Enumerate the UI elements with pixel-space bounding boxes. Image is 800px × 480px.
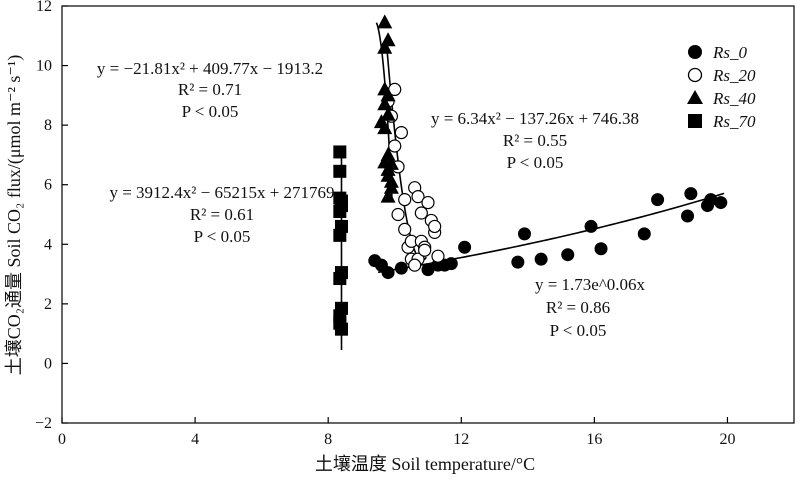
- y-tick-label: 10: [36, 58, 52, 75]
- data-point-rs0: [394, 261, 408, 275]
- data-point-rs20: [418, 243, 432, 257]
- annotation-rs20: y = 6.34x² − 137.26x + 746.38 R² = 0.55 …: [431, 109, 639, 172]
- data-point-rs40: [380, 106, 396, 121]
- data-points: [333, 14, 728, 336]
- equation-rs0: y = 1.73e^0.06x: [535, 275, 646, 294]
- legend-marker-rs40: [687, 90, 703, 104]
- r2-rs40: R² = 0.71: [178, 80, 242, 99]
- x-tick-label: 8: [324, 431, 332, 448]
- data-point-rs0: [684, 187, 698, 201]
- data-point-rs70: [333, 164, 347, 178]
- p-value-rs20: P < 0.05: [507, 153, 564, 172]
- p-value-rs40: P < 0.05: [182, 102, 239, 121]
- data-point-rs0: [458, 240, 472, 254]
- y-axis-title: 土壤CO₂通量 Soil CO₂ flux/(μmol m⁻² s⁻¹): [4, 55, 25, 376]
- legend-label-rs40: Rs_40: [712, 89, 756, 108]
- data-point-rs20: [398, 222, 412, 236]
- legend-label-rs70: Rs_70: [712, 112, 756, 131]
- data-point-rs0: [511, 255, 525, 269]
- data-point-rs0: [681, 209, 695, 223]
- data-point-rs20: [431, 249, 445, 263]
- data-point-rs20: [388, 139, 402, 153]
- y-tick-label: 0: [44, 355, 52, 372]
- legend-marker-rs70: [688, 114, 702, 128]
- x-tick-label: 0: [58, 431, 66, 448]
- y-tick-label: 8: [44, 117, 52, 134]
- data-point-rs40: [377, 14, 393, 29]
- data-point-rs40: [377, 39, 393, 54]
- x-axis-title: 土壤温度 Soil temperature/°C: [315, 454, 535, 474]
- annotation-rs70: y = 3912.4x² − 65215x + 271769 R² = 0.61…: [109, 183, 334, 246]
- data-point-rs0: [594, 242, 608, 256]
- data-point-rs0: [534, 252, 548, 266]
- equation-rs40: y = −21.81x² + 409.77x − 1913.2: [97, 59, 323, 78]
- x-tick-label: 16: [586, 431, 602, 448]
- data-point-rs40: [383, 155, 399, 170]
- data-point-rs0: [704, 193, 718, 207]
- x-tick-label: 12: [453, 431, 469, 448]
- data-point-rs20: [414, 206, 428, 220]
- data-point-rs0: [561, 248, 575, 262]
- legend-marker-rs0: [688, 45, 702, 59]
- data-point-rs0: [651, 193, 665, 207]
- data-point-rs20: [411, 190, 425, 204]
- y-tick-label: 2: [44, 296, 52, 313]
- data-point-rs0: [421, 263, 435, 277]
- legend-label-rs0: Rs_0: [712, 43, 748, 62]
- y-tick-label: −2: [35, 415, 52, 432]
- equation-rs20: y = 6.34x² − 137.26x + 746.38: [431, 109, 639, 128]
- r2-rs70: R² = 0.61: [190, 205, 254, 224]
- data-point-rs70: [333, 145, 347, 159]
- data-point-rs20: [398, 193, 412, 207]
- data-point-rs70: [334, 322, 348, 336]
- data-point-rs20: [391, 207, 405, 222]
- data-point-rs20: [421, 195, 435, 210]
- data-point-rs40: [377, 96, 393, 111]
- y-tick-label: 12: [36, 0, 52, 15]
- y-tick-label: 4: [44, 236, 52, 253]
- data-point-rs40: [380, 188, 396, 203]
- axes: 0 4 8 12 16 20 −2 0 2 4 6 8 10 12: [35, 0, 795, 448]
- p-value-rs70: P < 0.05: [194, 227, 251, 246]
- data-point-rs0: [517, 227, 531, 241]
- data-point-rs0: [714, 196, 728, 210]
- x-tick-label: 4: [191, 431, 199, 448]
- y-tick-label: 6: [44, 177, 52, 194]
- legend: Rs_0 Rs_20 Rs_40 Rs_70: [687, 43, 756, 131]
- data-point-rs0: [584, 219, 598, 233]
- x-tick-label: 20: [719, 431, 735, 448]
- data-point-rs70: [333, 272, 347, 286]
- data-point-rs40: [377, 120, 393, 135]
- data-point-rs20: [408, 258, 422, 272]
- data-point-rs70: [333, 228, 347, 242]
- data-point-rs20: [394, 125, 408, 140]
- data-point-rs0: [444, 257, 458, 271]
- plot-frame: [61, 5, 795, 424]
- annotation-rs0: y = 1.73e^0.06x R² = 0.86 P < 0.05: [535, 275, 646, 340]
- legend-marker-rs20: [687, 67, 703, 83]
- data-point-rs0: [637, 227, 651, 241]
- legend-label-rs20: Rs_20: [712, 66, 756, 85]
- annotation-rs40: y = −21.81x² + 409.77x − 1913.2 R² = 0.7…: [97, 59, 323, 121]
- r2-rs0: R² = 0.86: [546, 298, 610, 317]
- r2-rs20: R² = 0.55: [503, 131, 567, 150]
- data-point-rs20: [428, 219, 442, 234]
- data-point-rs70: [333, 205, 347, 219]
- data-point-rs40: [380, 32, 396, 47]
- equation-rs70: y = 3912.4x² − 65215x + 271769: [109, 183, 334, 202]
- data-point-rs0: [381, 266, 395, 280]
- p-value-rs0: P < 0.05: [550, 321, 607, 340]
